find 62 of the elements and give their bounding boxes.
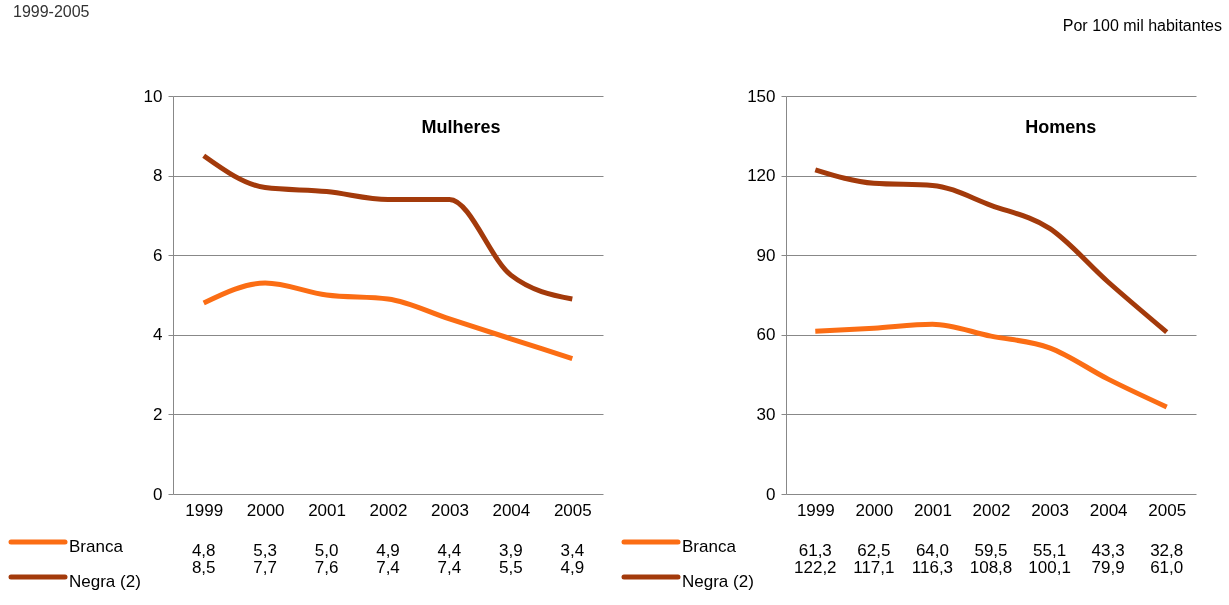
data-label: 7,7 [253, 558, 277, 578]
data-label: 7,4 [437, 558, 462, 578]
y-tick-label: 0 [766, 484, 776, 504]
x-tick-label: 1999 [796, 500, 835, 520]
y-tick-label: 6 [153, 245, 163, 265]
data-label: 59,5 [974, 540, 1008, 560]
data-label: 43,3 [1091, 540, 1125, 560]
data-label: 32,8 [1150, 540, 1184, 560]
y-tick-label: 30 [756, 404, 776, 424]
text: Mulheres [421, 117, 501, 137]
y-tick-label: 4 [153, 325, 163, 345]
data-label: 5,5 [499, 558, 523, 578]
data-label: 3,4 [560, 540, 585, 560]
y-tick-label: 8 [153, 166, 163, 186]
text: Homens [1025, 117, 1097, 137]
data-label: 4,8 [191, 540, 216, 560]
data-label: 108,8 [969, 558, 1013, 578]
text: 1999-2005 [13, 3, 90, 20]
x-tick-label: 2005 [1148, 500, 1187, 520]
x-tick-label: 2000 [246, 500, 285, 520]
data-label: 55,1 [1033, 540, 1067, 560]
x-tick-label: 2001 [914, 500, 952, 520]
x-tick-label: 2003 [431, 500, 469, 520]
x-tick-label: 2004 [492, 500, 531, 520]
x-tick-label: 2005 [553, 500, 592, 520]
data-label: 7,4 [376, 558, 400, 578]
data-label: 8,5 [191, 558, 216, 578]
data-label: 116,3 [911, 558, 954, 578]
data-label: 5,0 [314, 540, 339, 560]
data-label: 4,9 [560, 558, 585, 578]
x-tick-label: 2001 [308, 500, 346, 520]
data-label: 5,3 [253, 540, 277, 560]
data-label: 79,9 [1091, 558, 1125, 578]
data-label: 61,3 [798, 540, 832, 560]
data-label: 3,9 [499, 540, 523, 560]
y-tick-label: 0 [153, 484, 163, 504]
data-label: 100,1 [1028, 558, 1071, 578]
data-label: 61,0 [1150, 558, 1184, 578]
y-tick-label: 120 [747, 166, 776, 186]
x-tick-label: 2002 [972, 500, 1011, 520]
legend-label: Branca [69, 537, 124, 556]
data-label: 122,2 [794, 558, 837, 578]
legend-label: Negra (2) [682, 572, 754, 591]
x-tick-label: 2000 [855, 500, 894, 520]
x-tick-label: 1999 [185, 500, 224, 520]
x-tick-label: 2002 [369, 500, 408, 520]
data-label: 117,1 [853, 558, 895, 578]
data-label: 7,6 [314, 558, 339, 578]
legend-label: Negra (2) [69, 572, 141, 591]
x-tick-label: 2003 [1031, 500, 1069, 520]
text: Por 100 mil habitantes [1062, 17, 1222, 34]
data-label: 4,4 [437, 540, 462, 560]
data-label: 4,9 [376, 540, 400, 560]
y-tick-label: 2 [153, 404, 163, 424]
legend-label: Branca [682, 537, 737, 556]
y-tick-label: 90 [756, 245, 776, 265]
y-tick-label: 10 [143, 86, 163, 106]
data-label: 64,0 [915, 540, 949, 560]
y-tick-label: 60 [756, 325, 776, 345]
y-tick-label: 150 [747, 86, 776, 106]
data-label: 62,5 [857, 540, 891, 560]
x-tick-label: 2004 [1089, 500, 1128, 520]
